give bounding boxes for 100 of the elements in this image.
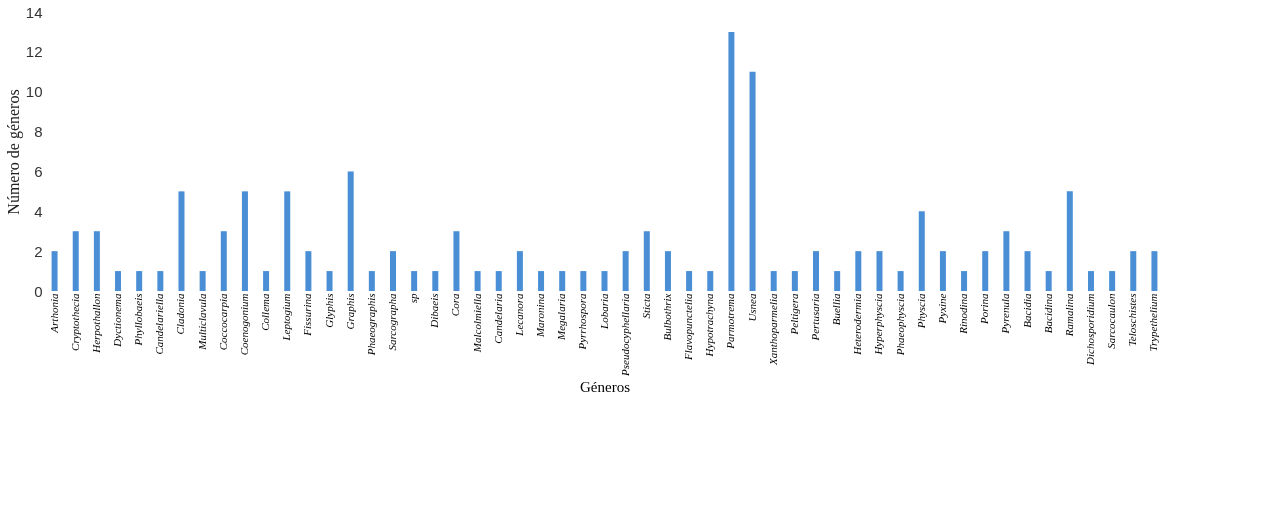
x-tick-label: Ramalina: [1062, 293, 1075, 338]
bar: [813, 251, 820, 291]
bar: [241, 191, 248, 291]
x-tick-label: Flavopunctelia: [682, 293, 695, 362]
x-tick-label: Pseudocyphellaria: [618, 293, 631, 377]
bar: [136, 271, 143, 291]
x-tick-label: sp: [407, 293, 420, 304]
x-tick-label: Bacidia: [1020, 293, 1033, 328]
bar: [284, 191, 291, 291]
bar: [601, 271, 608, 291]
bar: [1003, 231, 1010, 291]
x-tick-label: Hypotrachyna: [703, 293, 716, 358]
x-tick-label: Candelaria: [491, 293, 504, 344]
x-tick-label: Phaeophyscia: [893, 293, 906, 357]
bar: [918, 211, 925, 291]
x-tick-label: Fissurina: [301, 293, 314, 337]
x-tick-label: Multiclavula: [195, 293, 208, 351]
y-tick-label: 6: [34, 162, 43, 180]
bar: [157, 271, 164, 291]
bar: [876, 251, 883, 291]
bar: [178, 191, 185, 291]
bar: [453, 231, 460, 291]
y-tick-label: 14: [25, 3, 43, 21]
x-tick-label: Megalaria: [555, 293, 568, 341]
y-tick-label: 10: [25, 83, 43, 101]
bar: [643, 231, 650, 291]
x-tick-label: Herpothallon: [89, 293, 102, 354]
bar: [199, 271, 206, 291]
x-tick-label: Arthonia: [47, 293, 60, 334]
x-tick-label: Bacidina: [1041, 293, 1054, 334]
bar: [982, 251, 989, 291]
bar: [939, 251, 946, 291]
bar: [1045, 271, 1052, 291]
x-tick-label: Maronina: [534, 293, 547, 339]
x-tick-label: Hyperphyscia: [872, 293, 885, 356]
x-tick-label: Pertusaria: [809, 293, 822, 342]
x-tick-label: Malcolmiella: [470, 293, 483, 354]
bar: [855, 251, 862, 291]
x-tick-label: Pyrenula: [999, 293, 1012, 335]
y-axis-title: Número de géneros: [4, 89, 23, 215]
x-tick-label: Cryptothecia: [68, 293, 81, 351]
x-tick-label: Candelariella: [153, 293, 166, 355]
y-tick-label: 2: [34, 242, 43, 260]
x-tick-label: Coccocarpia: [216, 293, 229, 351]
bar: [263, 271, 270, 291]
x-tick-label: Lecanora: [512, 293, 525, 337]
x-tick-label: Pyxine: [935, 293, 948, 325]
x-tick-label: Bulbothrix: [660, 293, 673, 341]
bar: [791, 271, 798, 291]
bar: [559, 271, 566, 291]
x-tick-label: Leptogium: [280, 293, 293, 342]
y-tick-label: 4: [34, 202, 43, 220]
x-tick-label: Graphis: [343, 293, 356, 330]
y-tick-label: 0: [34, 282, 43, 300]
bar: [538, 271, 545, 291]
x-tick-label: Sarcocaulon: [1105, 293, 1118, 349]
x-tick-label: Rinodina: [957, 293, 970, 335]
bar: [1024, 251, 1031, 291]
bar: [495, 271, 502, 291]
x-tick-label: Buellia: [830, 293, 843, 326]
x-tick-label: Glyphis: [322, 293, 335, 328]
bar: [220, 231, 227, 291]
x-tick-label: Teloschistes: [1126, 293, 1139, 347]
y-tick-label: 12: [25, 43, 43, 61]
bar: [51, 251, 58, 291]
bar: [728, 31, 735, 291]
bar: [326, 271, 333, 291]
bar: [368, 271, 375, 291]
x-tick-label: Phaeographis: [364, 293, 377, 357]
bar: [474, 271, 481, 291]
bar: [516, 251, 523, 291]
x-tick-label: Dyctionema: [111, 293, 124, 348]
bar: [770, 271, 777, 291]
bar: [1066, 191, 1073, 291]
x-axis-title: Géneros: [580, 378, 631, 395]
x-tick-label: Cora: [449, 293, 462, 317]
bar: [686, 271, 693, 291]
x-tick-label: Trypethelium: [1147, 293, 1160, 352]
y-tick-label: 8: [34, 123, 43, 141]
x-tick-label: Pyrrhospora: [576, 293, 589, 351]
x-tick-label: Phyllobaeis: [132, 293, 145, 347]
bar: [664, 251, 671, 291]
x-tick-label: Peltigera: [787, 293, 800, 336]
x-tick-label: Cladonia: [174, 293, 187, 335]
x-tick-label: Usnea: [745, 293, 758, 322]
x-tick-label: Physcia: [914, 293, 927, 330]
bar: [580, 271, 587, 291]
bar: [897, 271, 904, 291]
bar: [1151, 251, 1158, 291]
x-tick-label: Sticta: [639, 293, 652, 319]
bar: [305, 251, 312, 291]
x-tick-label: Sarcographa: [385, 293, 398, 351]
bar: [707, 271, 714, 291]
bar: [622, 251, 629, 291]
bar: [115, 271, 122, 291]
bar: [432, 271, 439, 291]
x-tick-label: Xanthoparmelia: [766, 293, 779, 366]
bar: [749, 71, 756, 291]
bar: [347, 171, 354, 291]
bar: [389, 251, 396, 291]
